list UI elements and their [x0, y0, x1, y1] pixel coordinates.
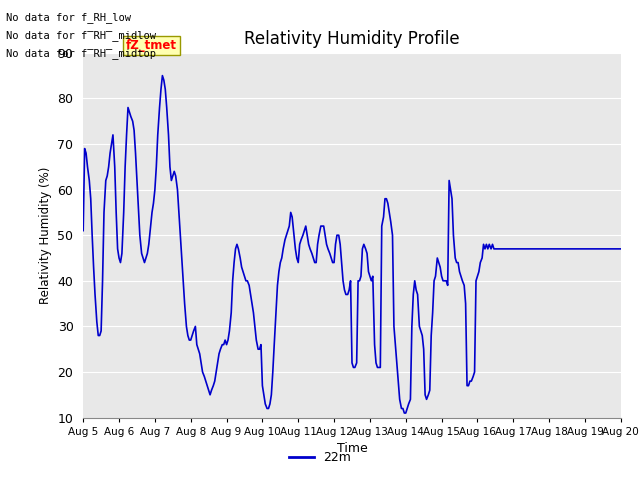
Text: No data for f̅RH̅_midlow: No data for f̅RH̅_midlow	[6, 30, 156, 41]
Title: Relativity Humidity Profile: Relativity Humidity Profile	[244, 30, 460, 48]
Text: No data for f_RH_low: No data for f_RH_low	[6, 12, 131, 23]
Text: No data for f̅RH̅_midtop: No data for f̅RH̅_midtop	[6, 48, 156, 60]
X-axis label: Time: Time	[337, 442, 367, 455]
Text: fZ_tmet: fZ_tmet	[126, 39, 177, 52]
Legend: 22m: 22m	[284, 446, 356, 469]
Y-axis label: Relativity Humidity (%): Relativity Humidity (%)	[39, 167, 52, 304]
